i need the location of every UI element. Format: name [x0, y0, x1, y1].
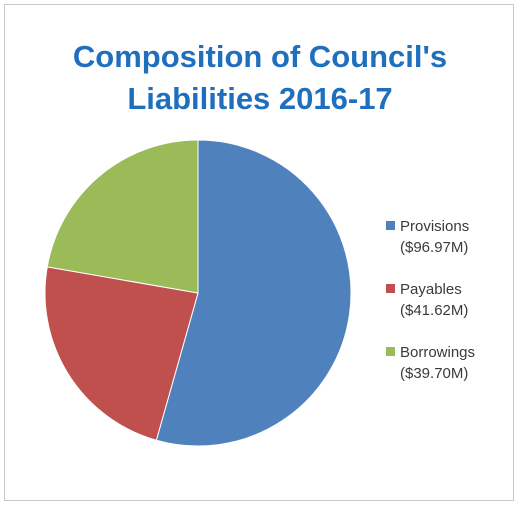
- legend-item-borrowings: Borrowings ($39.70M): [386, 342, 514, 384]
- pie-slice-payables: [44, 266, 199, 441]
- chart-legend: Provisions ($96.97M) Payables ($41.62M) …: [386, 216, 514, 405]
- pie-slice-borrowings: [46, 139, 199, 294]
- legend-swatch-provisions: [386, 221, 395, 230]
- legend-value-provisions: ($96.97M): [400, 239, 469, 256]
- legend-swatch-borrowings: [386, 347, 395, 356]
- chart-title-line-1: Composition of Council's: [72, 39, 448, 74]
- legend-item-provisions: Provisions ($96.97M): [386, 216, 514, 258]
- legend-item-payables: Payables ($41.62M): [386, 279, 514, 321]
- legend-value-borrowings: ($39.70M): [400, 365, 469, 382]
- legend-label-payables: Payables: [400, 281, 462, 298]
- legend-label-provisions: Provisions: [400, 218, 470, 235]
- legend-label-borrowings: Borrowings: [400, 344, 476, 361]
- chart-title-line-2: Liabilities 2016-17: [127, 81, 393, 116]
- legend-value-payables: ($41.62M): [400, 302, 469, 319]
- legend-swatch-payables: [386, 284, 395, 293]
- pie-slice-provisions: [155, 139, 352, 447]
- chart-title: Composition of Council's Liabilities 201…: [0, 36, 520, 120]
